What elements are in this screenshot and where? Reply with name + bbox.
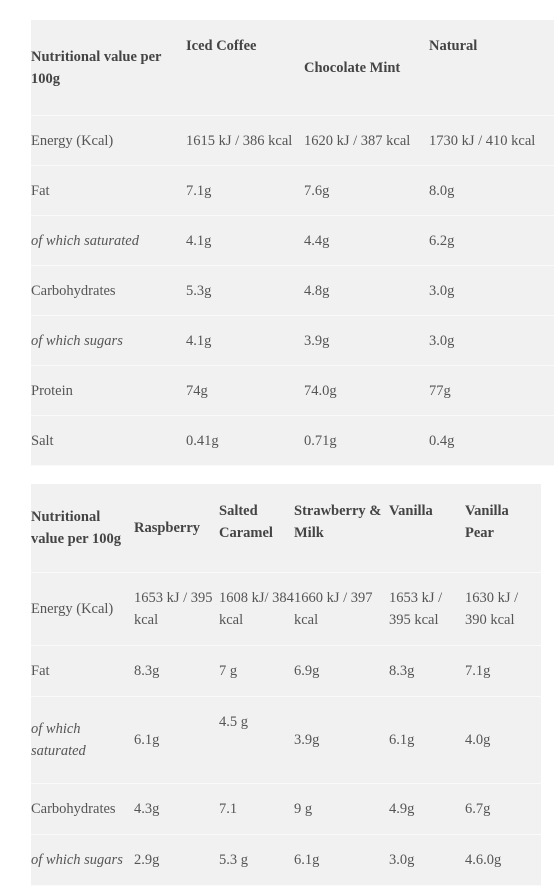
header-cell: Iced Coffee <box>186 20 304 116</box>
table-cell: 1615 kJ / 386 kcal <box>186 115 304 166</box>
table-cell: 4.0g <box>465 696 541 784</box>
table-row: Carbohydrates 4.3g 7.1 9 g 4.9g 6.7g <box>31 783 541 835</box>
table-cell: 77g <box>429 365 554 416</box>
table-row: Fat 7.1g 7.6g 8.0g <box>31 165 554 216</box>
table-cell: 0.41g <box>186 415 304 466</box>
table-header-row: Nutritional value per 100g Iced Coffee C… <box>31 20 554 116</box>
row-label: Energy (Kcal) <box>31 115 186 166</box>
table-cell: 74g <box>186 365 304 416</box>
table-cell: 7.1g <box>186 165 304 216</box>
table-cell: 6.7g <box>465 783 541 835</box>
row-label: of which sugars <box>31 315 186 366</box>
table-cell: 3.9g <box>304 315 429 366</box>
table-cell: 5.3g <box>186 265 304 316</box>
table-cell: 1630 kJ / 390 kcal <box>465 572 541 646</box>
table-cell: 8.3g <box>389 645 465 697</box>
row-label: Salt <box>31 415 186 466</box>
table-cell: 4.4g <box>304 215 429 266</box>
row-label: Fat <box>31 645 134 697</box>
row-label: Protein <box>31 365 186 416</box>
row-label: Carbohydrates <box>31 783 134 835</box>
table-cell: 6.2g <box>429 215 554 266</box>
table-row: Protein 74g 74.0g 77g <box>31 365 554 416</box>
table-cell: 4.3g <box>134 783 219 835</box>
table-row: Carbohydrates 5.3g 4.8g 3.0g <box>31 265 554 316</box>
nutrition-table-2: Nutritional value per 100g Raspberry Sal… <box>31 484 541 886</box>
table-row: Energy (Kcal) 1615 kJ / 386 kcal 1620 kJ… <box>31 115 554 166</box>
header-cell: Vanilla Pear <box>465 484 541 573</box>
table-row: of which saturated 4.1g 4.4g 6.2g <box>31 215 554 266</box>
table-cell: 1730 kJ / 410 kcal <box>429 115 554 166</box>
row-label: Fat <box>31 165 186 216</box>
table-cell: 3.0g <box>389 834 465 886</box>
table-cell: 0.4g <box>429 415 554 466</box>
table-row: of which sugars 2.9g 5.3 g 6.1g 3.0g 4.6… <box>31 834 541 886</box>
header-cell: Vanilla <box>389 484 465 573</box>
header-cell: Natural <box>429 20 554 116</box>
table-row: Fat 8.3g 7 g 6.9g 8.3g 7.1g <box>31 645 541 697</box>
header-cell: Nutritional value per 100g <box>31 484 134 573</box>
table-cell: 4.5 g <box>219 696 294 784</box>
table-row: Salt 0.41g 0.71g 0.4g <box>31 415 554 466</box>
table-cell: 0.71g <box>304 415 429 466</box>
table-row: of which sugars 4.1g 3.9g 3.0g <box>31 315 554 366</box>
table-row: Energy (Kcal) 1653 kJ / 395 kcal 1608 kJ… <box>31 572 541 646</box>
row-label: Carbohydrates <box>31 265 186 316</box>
row-label: of which saturated <box>31 696 134 784</box>
table-cell: 3.0g <box>429 315 554 366</box>
table-cell: 8.3g <box>134 645 219 697</box>
table-cell: 3.9g <box>294 696 389 784</box>
table-cell: 2.9g <box>134 834 219 886</box>
table-header-row: Nutritional value per 100g Raspberry Sal… <box>31 484 541 573</box>
table-cell: 7.1g <box>465 645 541 697</box>
table-cell: 1660 kJ / 397 kcal <box>294 572 389 646</box>
table-cell: 4.6.0g <box>465 834 541 886</box>
table-cell: 1620 kJ / 387 kcal <box>304 115 429 166</box>
header-cell: Raspberry <box>134 484 219 573</box>
row-label: of which saturated <box>31 215 186 266</box>
table-cell: 6.1g <box>389 696 465 784</box>
table-cell: 1653 kJ / 395 kcal <box>134 572 219 646</box>
table-cell: 7.6g <box>304 165 429 216</box>
table-cell: 6.1g <box>134 696 219 784</box>
header-cell: Salted Caramel <box>219 484 294 573</box>
table-cell: 6.9g <box>294 645 389 697</box>
header-cell: Strawberry & Milk <box>294 484 389 573</box>
row-label: of which sugars <box>31 834 134 886</box>
table-cell: 9 g <box>294 783 389 835</box>
header-cell: Nutritional value per 100g <box>31 20 186 116</box>
table-cell: 6.1g <box>294 834 389 886</box>
table-cell: 8.0g <box>429 165 554 216</box>
table-cell: 5.3 g <box>219 834 294 886</box>
table-cell: 4.9g <box>389 783 465 835</box>
table-row: of which saturated 6.1g 4.5 g 3.9g 6.1g … <box>31 696 541 784</box>
table-cell: 4.8g <box>304 265 429 316</box>
table-cell: 74.0g <box>304 365 429 416</box>
table-cell: 7 g <box>219 645 294 697</box>
header-cell: Chocolate Mint <box>304 20 429 116</box>
nutrition-table-1: Nutritional value per 100g Iced Coffee C… <box>31 20 554 466</box>
table-cell: 1653 kJ / 395 kcal <box>389 572 465 646</box>
row-label: Energy (Kcal) <box>31 572 134 646</box>
table-cell: 4.1g <box>186 315 304 366</box>
table-cell: 3.0g <box>429 265 554 316</box>
table-cell: 7.1 <box>219 783 294 835</box>
table-cell: 1608 kJ/ 384 kcal <box>219 572 294 646</box>
table-cell: 4.1g <box>186 215 304 266</box>
